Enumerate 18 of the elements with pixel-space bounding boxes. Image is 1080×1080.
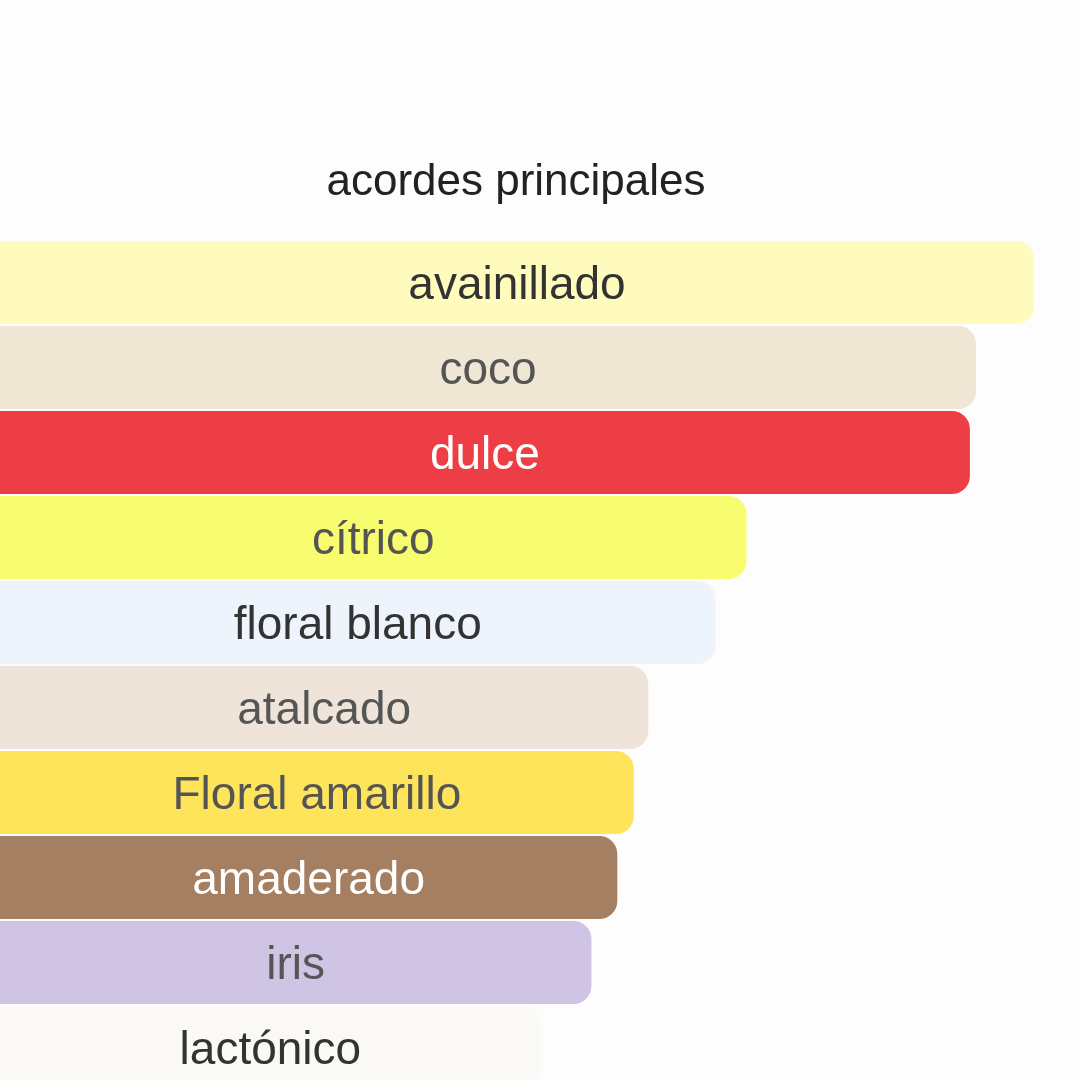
bar [0, 836, 618, 919]
y-tick-label: avainillado [408, 256, 626, 309]
y-tick-label: coco [439, 341, 537, 394]
bar [0, 326, 977, 409]
y-tick-label: atalcado [237, 681, 412, 734]
y-tick-label: floral blanco [233, 596, 482, 649]
y-tick-label: iris [266, 936, 326, 989]
y-tick-label: dulce [429, 426, 540, 479]
y-tick-label: Floral amarillo [172, 766, 462, 819]
bar [0, 496, 747, 579]
chart-title: acordes principales [325, 155, 707, 205]
y-tick-label: cítrico [311, 511, 435, 564]
bar [0, 751, 634, 834]
bar [0, 666, 649, 749]
bar [0, 411, 970, 494]
y-tick-label: amaderado [192, 851, 426, 904]
bar [0, 241, 1034, 324]
y-tick-label: lactónico [179, 1021, 362, 1074]
